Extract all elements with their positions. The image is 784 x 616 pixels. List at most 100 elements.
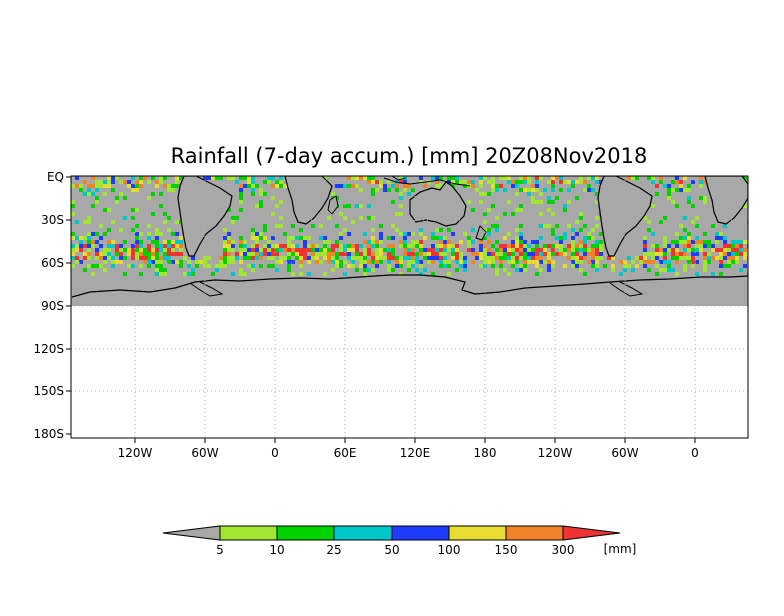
rainfall-cell bbox=[543, 260, 547, 264]
rainfall-cell bbox=[479, 244, 483, 248]
rainfall-cell bbox=[611, 264, 615, 268]
rainfall-cell bbox=[171, 232, 175, 236]
rainfall-cell bbox=[387, 268, 391, 272]
rainfall-cell bbox=[663, 252, 667, 256]
rainfall-cell bbox=[447, 260, 451, 264]
rainfall-cell bbox=[355, 252, 359, 256]
rainfall-cell bbox=[359, 264, 363, 268]
rainfall-cell bbox=[523, 252, 527, 256]
rainfall-cell bbox=[299, 228, 303, 232]
rainfall-cell bbox=[411, 232, 415, 236]
rainfall-cell bbox=[279, 200, 283, 204]
rainfall-cell bbox=[723, 256, 727, 260]
rainfall-cell bbox=[543, 224, 547, 228]
rainfall-cell bbox=[215, 264, 219, 268]
rainfall-cell bbox=[467, 248, 471, 252]
rainfall-cell bbox=[427, 256, 431, 260]
colorbar-tick-label: 25 bbox=[326, 543, 341, 557]
rainfall-cell bbox=[727, 260, 731, 264]
rainfall-cell bbox=[319, 260, 323, 264]
rainfall-cell bbox=[519, 232, 523, 236]
rainfall-cell bbox=[635, 176, 639, 180]
rainfall-cell bbox=[511, 244, 515, 248]
rainfall-cell bbox=[371, 180, 375, 184]
rainfall-cell bbox=[559, 248, 563, 252]
rainfall-cell bbox=[123, 180, 127, 184]
rainfall-cell bbox=[239, 268, 243, 272]
rainfall-cell bbox=[683, 188, 687, 192]
rainfall-cell bbox=[71, 204, 75, 208]
rainfall-cell bbox=[519, 268, 523, 272]
rainfall-cell bbox=[367, 176, 371, 180]
rainfall-cell bbox=[651, 252, 655, 256]
rainfall-cell bbox=[163, 252, 167, 256]
rainfall-cell bbox=[515, 268, 519, 272]
rainfall-cell bbox=[691, 264, 695, 268]
rainfall-cell bbox=[347, 252, 351, 256]
rainfall-cell bbox=[395, 212, 399, 216]
rainfall-cell bbox=[359, 204, 363, 208]
rainfall-cell bbox=[591, 188, 595, 192]
rainfall-cell bbox=[407, 248, 411, 252]
rainfall-cell bbox=[583, 224, 587, 228]
rainfall-cell bbox=[567, 248, 571, 252]
rainfall-cell bbox=[171, 188, 175, 192]
rainfall-cell bbox=[699, 176, 703, 180]
rainfall-cell bbox=[639, 260, 643, 264]
gridlines bbox=[71, 176, 748, 438]
rainfall-cell bbox=[315, 248, 319, 252]
rainfall-cell bbox=[239, 196, 243, 200]
rainfall-cell bbox=[411, 248, 415, 252]
rainfall-cell bbox=[539, 268, 543, 272]
rainfall-cell bbox=[483, 252, 487, 256]
rainfall-cell bbox=[499, 244, 503, 248]
rainfall-cell bbox=[87, 256, 91, 260]
rainfall-cell bbox=[235, 252, 239, 256]
rainfall-cell bbox=[495, 248, 499, 252]
rainfall-cell bbox=[519, 188, 523, 192]
rainfall-cell bbox=[459, 180, 463, 184]
rainfall-cell bbox=[451, 184, 455, 188]
rainfall-cell bbox=[171, 260, 175, 264]
rainfall-cell bbox=[319, 252, 323, 256]
rainfall-cell bbox=[651, 260, 655, 264]
rainfall-cell bbox=[391, 248, 395, 252]
rainfall-cell bbox=[287, 268, 291, 272]
rainfall-cell bbox=[135, 248, 139, 252]
rainfall-cell bbox=[499, 252, 503, 256]
rainfall-cell bbox=[663, 184, 667, 188]
rainfall-cell bbox=[511, 248, 515, 252]
rainfall-cell bbox=[155, 260, 159, 264]
rainfall-cell bbox=[507, 252, 511, 256]
rainfall-cell bbox=[151, 248, 155, 252]
rainfall-cell bbox=[499, 256, 503, 260]
rainfall-cell bbox=[571, 180, 575, 184]
rainfall-cell bbox=[647, 260, 651, 264]
rainfall-cell bbox=[479, 192, 483, 196]
rainfall-cell bbox=[651, 180, 655, 184]
rainfall-cell bbox=[255, 240, 259, 244]
rainfall-cell bbox=[691, 248, 695, 252]
antarctic-peninsula-coastline-1 bbox=[189, 281, 224, 297]
rainfall-cell bbox=[711, 272, 715, 276]
rainfall-cell bbox=[507, 232, 511, 236]
rainfall-cell bbox=[571, 240, 575, 244]
rainfall-cell bbox=[103, 208, 107, 212]
rainfall-cell bbox=[283, 232, 287, 236]
rainfall-cell bbox=[483, 260, 487, 264]
rainfall-cell bbox=[203, 264, 207, 268]
rainfall-cell bbox=[363, 232, 367, 236]
rainfall-cell bbox=[367, 252, 371, 256]
rainfall-cell bbox=[551, 248, 555, 252]
rainfall-cell bbox=[523, 248, 527, 252]
rainfall-cell bbox=[575, 180, 579, 184]
rainfall-cell bbox=[427, 252, 431, 256]
rainfall-cell bbox=[435, 244, 439, 248]
rainfall-cell bbox=[519, 204, 523, 208]
rainfall-cell bbox=[275, 248, 279, 252]
rainfall-cell bbox=[319, 248, 323, 252]
rainfall-cell bbox=[535, 200, 539, 204]
rainfall-cell bbox=[563, 248, 567, 252]
rainfall-cell bbox=[483, 176, 487, 180]
rainfall-cell bbox=[707, 260, 711, 264]
